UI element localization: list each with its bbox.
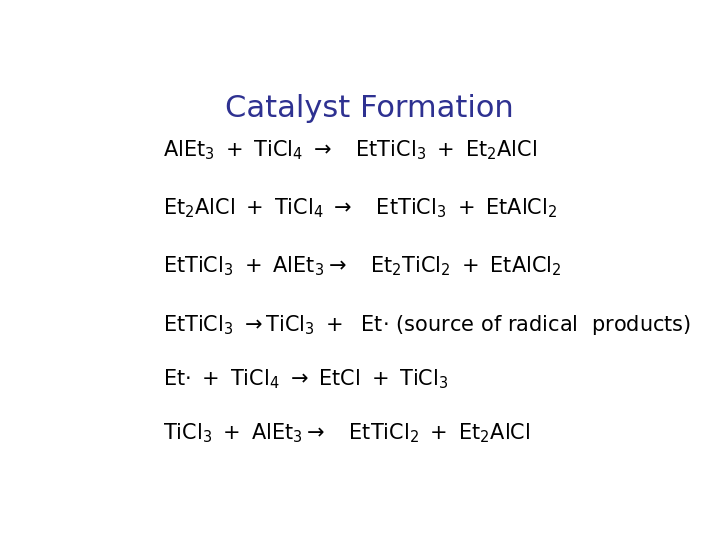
Text: $\mathrm{EtTiCl_3 \ \rightarrow TiCl_3 \ + \ \ Et{\cdot} \ (source \ of \ radica: $\mathrm{EtTiCl_3 \ \rightarrow TiCl_3 \… bbox=[163, 313, 690, 336]
Text: $\mathrm{Et_2AlCl \ + \ TiCl_4 \ \rightarrow \quad EtTiCl_3 \ + \ EtAlCl_2}$: $\mathrm{Et_2AlCl \ + \ TiCl_4 \ \righta… bbox=[163, 197, 557, 220]
Text: $\mathrm{TiCl_3 \ + \ AlEt_3 \rightarrow \quad EtTiCl_2 \ + \ Et_2AlCl}$: $\mathrm{TiCl_3 \ + \ AlEt_3 \rightarrow… bbox=[163, 421, 530, 444]
Text: $\mathrm{AlEt_3 \ + \ TiCl_4 \ \rightarrow \quad EtTiCl_3 \ + \ Et_2AlCl}$: $\mathrm{AlEt_3 \ + \ TiCl_4 \ \rightarr… bbox=[163, 138, 536, 162]
Text: $\mathrm{Et{\cdot} \ + \ TiCl_4 \ \rightarrow \ EtCl \ + \ TiCl_3}$: $\mathrm{Et{\cdot} \ + \ TiCl_4 \ \right… bbox=[163, 367, 448, 390]
Text: $\mathrm{EtTiCl_3 \ + \ AlEt_3 \rightarrow \quad Et_2TiCl_2 \ + \ EtAlCl_2}$: $\mathrm{EtTiCl_3 \ + \ AlEt_3 \rightarr… bbox=[163, 255, 562, 278]
Text: Catalyst Formation: Catalyst Formation bbox=[225, 94, 513, 123]
